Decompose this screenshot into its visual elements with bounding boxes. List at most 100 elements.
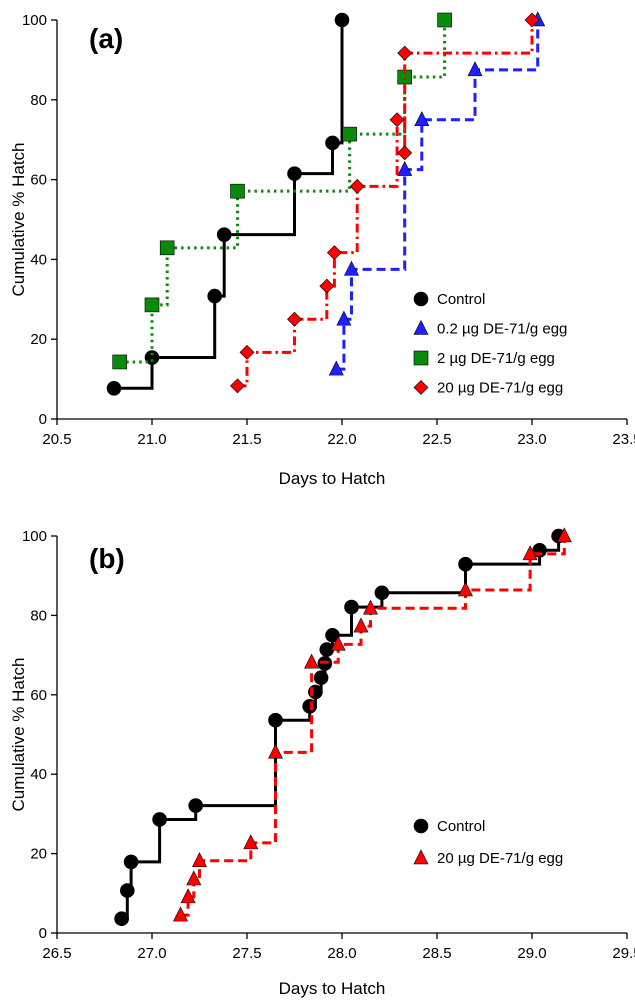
panel-label: (b): [89, 543, 125, 574]
data-point: [437, 12, 452, 28]
data-point: [287, 311, 302, 327]
legend: Control 20 µg DE-71/g egg: [413, 818, 563, 867]
data-point: [123, 854, 139, 870]
data-point: [325, 627, 340, 643]
chart-panel-a: 20.5 21.0 21.5 22.0 22.5 23.0 23.5 0 20 40 60 80 100…: [9, 11, 635, 488]
data-point: [207, 288, 222, 304]
data-point: [243, 834, 259, 850]
y-tick-label: 40: [30, 766, 47, 783]
data-point: [159, 240, 175, 256]
series-0: [114, 528, 566, 927]
y-tick-label: 80: [30, 92, 47, 109]
series-1: [173, 527, 572, 922]
data-point: [353, 617, 369, 633]
data-point: [342, 126, 357, 142]
data-point: [152, 812, 167, 827]
y-tick-label: 60: [30, 172, 47, 189]
x-tick-label: 26.5: [42, 945, 71, 962]
x-tick-label: 21.0: [137, 431, 166, 448]
y-tick-label: 0: [39, 925, 47, 942]
data-point: [328, 360, 344, 376]
data-point: [374, 585, 390, 601]
series-step-line: [119, 20, 447, 364]
y-tick-label: 20: [30, 846, 47, 863]
y-tick-label: 60: [30, 687, 47, 704]
legend-label: 0.2 µg DE-71/g egg: [437, 321, 567, 338]
data-point: [330, 635, 346, 651]
data-point: [192, 852, 207, 868]
legend-marker: [413, 291, 429, 307]
y-tick-label: 20: [30, 331, 47, 348]
data-point: [112, 354, 127, 370]
y-tick-label: 40: [30, 251, 47, 268]
series-step-line: [237, 20, 534, 388]
y-tick-label: 80: [30, 607, 47, 624]
data-point: [389, 112, 405, 128]
data-point: [397, 160, 413, 176]
x-tick-label: 29.0: [517, 945, 546, 962]
x-axis-title: Days to Hatch: [279, 469, 386, 488]
data-point: [268, 743, 283, 759]
data-point: [319, 278, 335, 294]
data-point: [313, 670, 329, 686]
legend-marker: [413, 849, 429, 865]
data-point: [336, 310, 352, 326]
data-point: [188, 798, 203, 813]
data-point: [304, 653, 320, 669]
data-point: [230, 183, 245, 199]
data-point: [268, 712, 283, 728]
x-tick-label: 20.5: [42, 431, 71, 448]
data-point: [325, 135, 340, 151]
data-point: [334, 12, 350, 28]
data-point: [458, 556, 473, 572]
legend-marker: [413, 380, 429, 395]
x-tick-label: 27.5: [232, 945, 261, 962]
data-point: [120, 883, 135, 898]
x-tick-label: 21.5: [232, 431, 261, 448]
x-axis-title: Days to Hatch: [279, 979, 386, 998]
y-tick-label: 100: [22, 528, 47, 545]
x-tick-label: 27.0: [137, 945, 166, 962]
data-point: [556, 527, 572, 543]
data-point: [326, 245, 342, 261]
legend-label: 2 µg DE-71/g egg: [437, 350, 555, 367]
data-point: [287, 166, 302, 181]
data-point: [414, 111, 430, 127]
data-point: [302, 699, 318, 714]
y-axis-title: Cumulative % Hatch: [9, 657, 28, 811]
data-point: [458, 581, 473, 597]
x-tick-label: 23.5: [612, 431, 635, 448]
data-point: [344, 599, 359, 615]
data-point: [144, 350, 160, 365]
data-point: [349, 178, 365, 194]
legend: Control 0.2 µg DE-71/g egg 2 µg DE-71/g eg…: [413, 291, 567, 397]
legend-label: 20 µg DE-71/g egg: [437, 380, 563, 397]
data-point: [397, 45, 413, 61]
series-step-line: [114, 20, 344, 390]
y-tick-label: 100: [22, 12, 47, 29]
legend-marker: [413, 350, 429, 366]
y-tick-label: 0: [39, 411, 47, 428]
data-point: [216, 227, 232, 242]
legend-label: Control: [437, 291, 485, 308]
x-tick-label: 23.0: [517, 431, 546, 448]
data-point: [344, 260, 359, 276]
data-point: [106, 380, 122, 396]
legend-label: Control: [437, 818, 485, 835]
data-point: [230, 378, 245, 394]
x-tick-label: 28.0: [327, 945, 356, 962]
data-point: [467, 61, 483, 77]
x-tick-label: 29.5: [612, 945, 635, 962]
y-axis-title: Cumulative % Hatch: [9, 142, 28, 296]
x-tick-label: 22.5: [422, 431, 451, 448]
data-point: [363, 599, 378, 615]
data-point: [186, 870, 202, 886]
series-3: [230, 12, 540, 394]
series-0: [106, 12, 350, 396]
data-point: [180, 888, 196, 904]
series-2: [112, 12, 452, 370]
data-point: [522, 545, 538, 561]
series-1: [328, 11, 546, 376]
legend-marker: [413, 319, 429, 335]
